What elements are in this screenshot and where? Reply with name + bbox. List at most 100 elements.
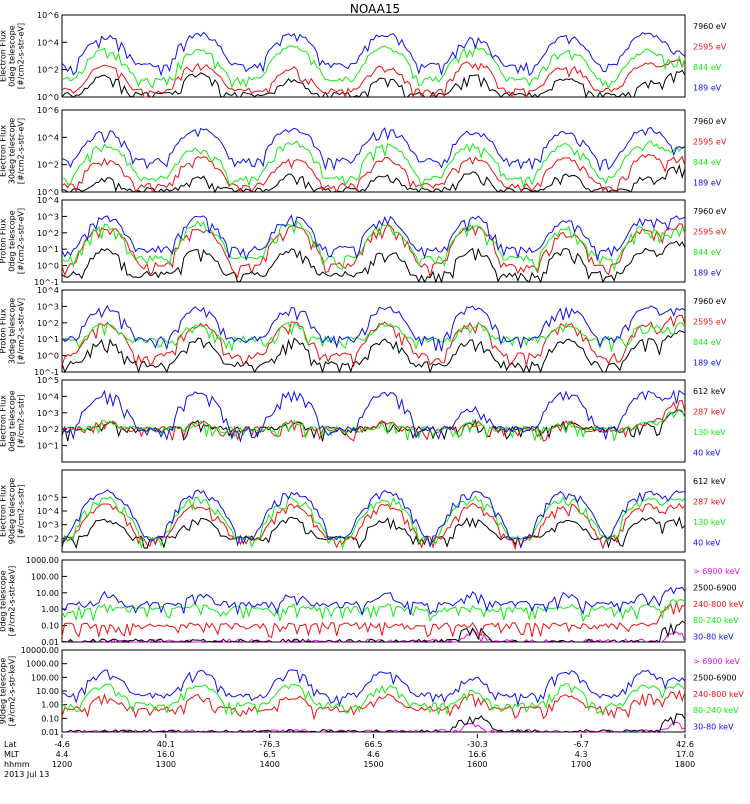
series-844-ev bbox=[61, 321, 686, 353]
legend-entry: 189 eV bbox=[693, 179, 722, 188]
series-80-240-kev bbox=[61, 599, 686, 623]
y-tick-label: 10^1 bbox=[37, 245, 59, 254]
legend-entry: 2595 eV bbox=[693, 318, 727, 327]
legend-entry: 844 eV bbox=[693, 63, 722, 72]
series-7960-ev bbox=[61, 330, 686, 374]
footer-tick-lat: -30.3 bbox=[467, 740, 488, 749]
footer-tick-hhmm: 1500 bbox=[363, 760, 383, 769]
y-tick-label: 100.00 bbox=[31, 673, 59, 682]
y-tick-label: 10^1 bbox=[37, 442, 59, 451]
footer-row-label: MLT bbox=[4, 750, 19, 759]
y-tick-label: 10^2 bbox=[37, 425, 59, 434]
series-40-kev bbox=[61, 489, 686, 549]
y-tick-label: 10.00 bbox=[36, 687, 59, 696]
footer-tick-mlt: 17.0 bbox=[676, 750, 694, 759]
panel-frame bbox=[61, 199, 686, 283]
chart-title: NOAA15 bbox=[350, 2, 400, 16]
legend-entry: 40 keV bbox=[693, 449, 721, 458]
footer-tick-hhmm: 1400 bbox=[259, 760, 279, 769]
legend-entry: 844 eV bbox=[693, 158, 722, 167]
y-axis-label: TEDProton Flux0deg telescope[#/cm2-s-str… bbox=[0, 208, 26, 274]
legend-entry: 7960 eV bbox=[693, 117, 727, 126]
series-844-ev bbox=[61, 220, 686, 272]
series-2500-6900 bbox=[61, 620, 686, 643]
legend-entry: 2500-6900 bbox=[693, 673, 737, 682]
y-tick-label: 10^4 bbox=[37, 286, 59, 295]
footer-tick-lat: -76.3 bbox=[259, 740, 280, 749]
panel-meped-proton-0deg: 0.01 0.10 1.00 10.00 100.00 1000.00 0deg teles… bbox=[0, 556, 744, 647]
y-tick-label: 0.10 bbox=[41, 622, 59, 631]
series-7960-ev bbox=[61, 69, 686, 99]
y-tick-label: 10^5 bbox=[37, 376, 59, 385]
panel-ted-electron-30deg: 10^0 10^2 10^4 10^6 TEDElectron Flux30deg te… bbox=[0, 106, 727, 197]
footer-tick-hhmm: 1600 bbox=[467, 760, 487, 769]
panel-frame bbox=[61, 559, 686, 643]
legend-entry: 844 eV bbox=[693, 248, 722, 257]
panel-frame bbox=[61, 109, 686, 193]
panel-frame bbox=[61, 379, 686, 463]
panel-ted-proton-30deg: 10^-1 10^0 10^1 10^2 10^3 10^4 TEDProton Flux3… bbox=[0, 286, 727, 377]
footer-tick-mlt: 6.5 bbox=[263, 750, 276, 759]
legend-entry: 40 keV bbox=[693, 539, 721, 548]
legend-entry: 130 keV bbox=[693, 428, 726, 437]
footer-tick-mlt: 4.6 bbox=[367, 750, 380, 759]
panel-ted-proton-0deg: 10^-1 10^0 10^1 10^2 10^3 10^4 TEDProton Flux0… bbox=[0, 196, 727, 287]
y-tick-label: 10^4 bbox=[37, 507, 59, 516]
y-tick-label: 10^4 bbox=[37, 133, 59, 142]
series-2595-ev bbox=[61, 59, 686, 99]
series-40-kev bbox=[61, 389, 686, 443]
footer-tick-lat: -6.7 bbox=[573, 740, 589, 749]
panels: 10^0 10^2 10^4 10^6 TEDElectron Flux0deg tel… bbox=[0, 11, 744, 737]
footer-tick-lat: -4.6 bbox=[54, 740, 70, 749]
series-7960-ev bbox=[61, 163, 686, 194]
panel-meped-electron-90deg: 10^2 10^3 10^4 10^5 MEPEDElectron Flux90deg … bbox=[0, 469, 726, 553]
y-tick-label: 10^0 bbox=[37, 93, 59, 102]
series-844-ev bbox=[61, 44, 686, 90]
series--6900-kev bbox=[62, 721, 686, 733]
footer-tick-hhmm: 1200 bbox=[52, 760, 72, 769]
y-tick-label: 1.00 bbox=[41, 701, 59, 710]
panel-meped-proton-90deg: 0.01 0.10 1.00 10.00 100.00 1000.00 10000.00 90… bbox=[0, 646, 744, 737]
footer-row-label: hhmm bbox=[4, 760, 30, 769]
y-tick-label: 1.00 bbox=[41, 605, 59, 614]
footer-tick-lat: 66.5 bbox=[365, 740, 383, 749]
y-axis-label: TEDElectron Flux30deg telescope[#/cm2-s-… bbox=[0, 118, 26, 185]
y-tick-label: 10^3 bbox=[37, 212, 59, 221]
legend-entry: 130 keV bbox=[693, 518, 726, 527]
series-287-kev bbox=[61, 400, 686, 442]
series-80-240-kev bbox=[61, 682, 686, 716]
y-axis-label: MEPEDElectron Flux0deg telescope[#/cm2-s… bbox=[0, 390, 26, 451]
y-tick-label: 10^6 bbox=[37, 11, 59, 20]
series-189-ev bbox=[61, 31, 686, 77]
y-axis-label: MEPEDElectron Flux90deg telescope[#/cm2-… bbox=[0, 478, 26, 545]
y-tick-label: 10^6 bbox=[37, 106, 59, 115]
y-tick-label: 10^3 bbox=[37, 409, 59, 418]
series-30-80-kev bbox=[61, 669, 686, 707]
panel-frame bbox=[61, 649, 686, 733]
legend-entry: 612 keV bbox=[693, 387, 726, 396]
legend-entry: 240-800 keV bbox=[693, 600, 744, 609]
series-7960-ev bbox=[61, 240, 686, 284]
legend-entry: 844 eV bbox=[693, 338, 722, 347]
legend-entry: 287 keV bbox=[693, 408, 726, 417]
legend-entry: 30-80 keV bbox=[693, 723, 734, 732]
y-tick-label: 10^0 bbox=[37, 352, 59, 361]
y-tick-label: 0.10 bbox=[41, 714, 59, 723]
legend-entry: 189 eV bbox=[693, 269, 722, 278]
series-189-ev bbox=[61, 126, 686, 173]
y-tick-label: 10000.00 bbox=[21, 646, 59, 655]
y-tick-label: 10^2 bbox=[37, 534, 59, 543]
legend-entry: > 6900 keV bbox=[693, 567, 740, 576]
footer-tick-mlt: 4.4 bbox=[56, 750, 69, 759]
y-tick-label: 10^4 bbox=[37, 38, 59, 47]
y-tick-label: 100.00 bbox=[31, 572, 59, 581]
series-612-kev bbox=[61, 516, 686, 550]
series-2595-ev bbox=[61, 153, 686, 194]
legend-entry: 7960 eV bbox=[693, 297, 727, 306]
footer-tick-hhmm: 1800 bbox=[675, 760, 695, 769]
y-tick-label: 10^0 bbox=[37, 188, 59, 197]
y-tick-label: 10^-1 bbox=[34, 278, 59, 287]
legend-entry: 80-240 keV bbox=[693, 616, 739, 625]
